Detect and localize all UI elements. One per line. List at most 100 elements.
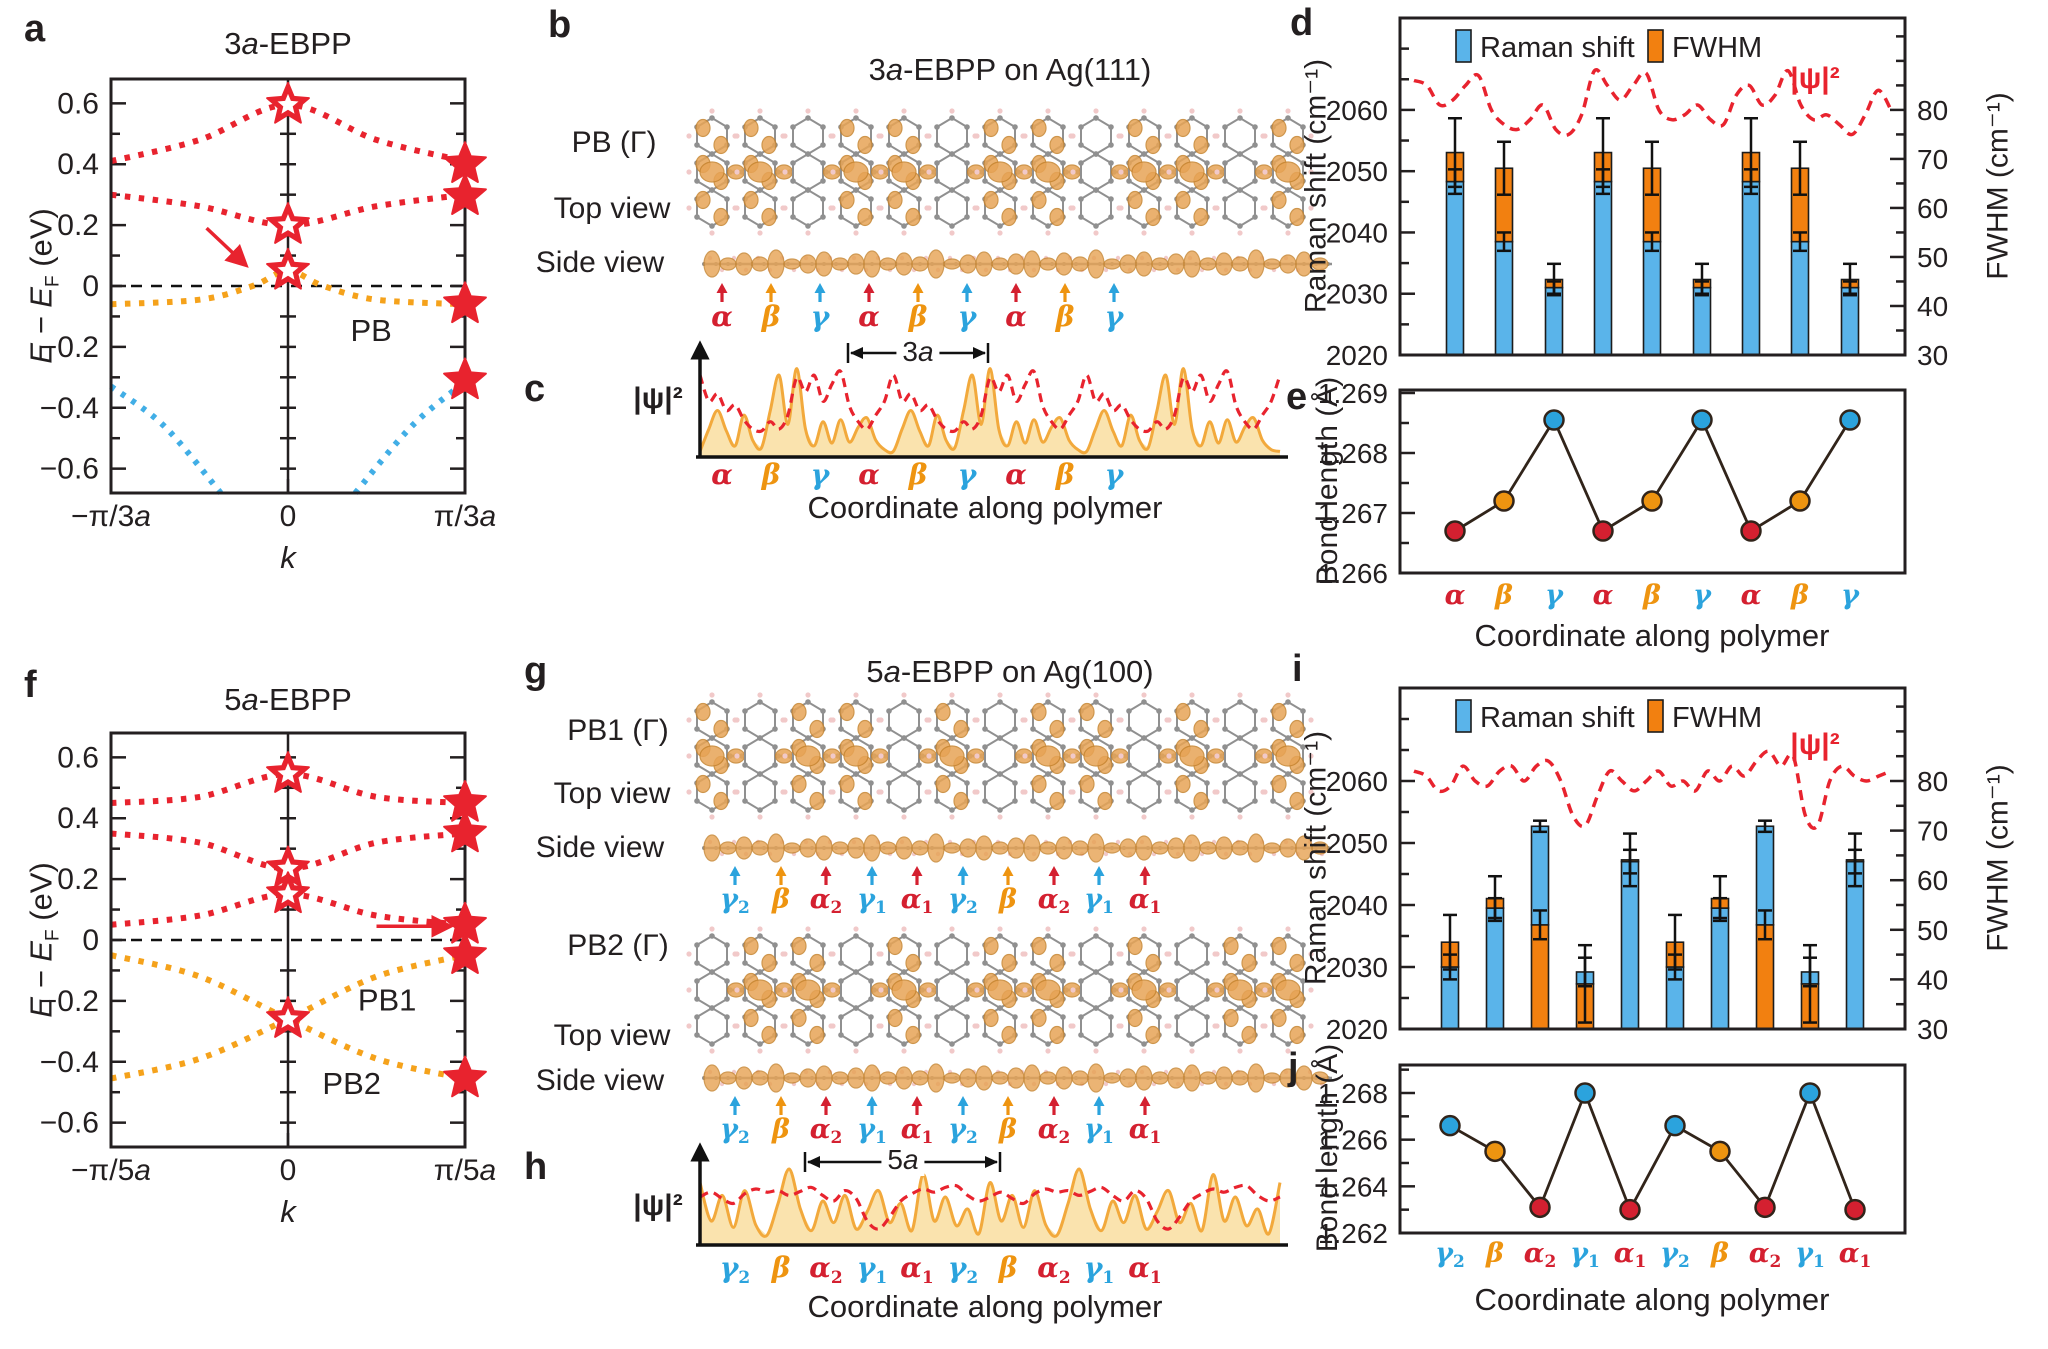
panel-f-band-structure: 0.6 0.4 0.2 0 −0.2 −0.4 −0.6 PB1 PB2 bbox=[40, 731, 487, 1149]
svg-text:β: β bbox=[998, 1114, 1017, 1145]
svg-text:β: β bbox=[998, 884, 1017, 915]
svg-text:γ: γ bbox=[1693, 580, 1712, 611]
svg-text:−0.2: −0.2 bbox=[40, 331, 99, 364]
svg-text:α: α bbox=[1005, 300, 1027, 333]
panel-h-psi-profile: γ2 β α2 γ1 α1 γ2 β α2 γ1 α1 bbox=[690, 1142, 1288, 1288]
panel-b-side-view-label: Side view bbox=[535, 246, 665, 279]
svg-text:1.266: 1.266 bbox=[1318, 1125, 1388, 1156]
svg-text:γ2: γ2 bbox=[948, 1114, 978, 1148]
svg-text:γ2: γ2 bbox=[948, 884, 978, 918]
panel-g-pb2-top-view-label: Top view bbox=[553, 1019, 671, 1052]
svg-text:0: 0 bbox=[82, 270, 99, 303]
panel-a-x-axis-label: k bbox=[280, 540, 296, 575]
svg-text:γ: γ bbox=[811, 458, 831, 491]
svg-text:γ1: γ1 bbox=[1795, 1238, 1825, 1272]
svg-text:−0.6: −0.6 bbox=[40, 453, 99, 486]
svg-text:50: 50 bbox=[1917, 915, 1948, 946]
panel-b-title: 3a-EBPP on Ag(111) bbox=[868, 52, 1152, 87]
svg-text:γ: γ bbox=[1841, 580, 1860, 611]
svg-text:β: β bbox=[1494, 580, 1513, 611]
panel-g-isosurface: γ2 β α2 γ1 α1 γ2 β α2 γ1 α1 γ2 β α2 γ1 α1 γ2 β α2 γ1 α1 bbox=[686, 692, 1332, 1148]
svg-text:2030: 2030 bbox=[1326, 279, 1388, 310]
svg-text:γ: γ bbox=[1545, 580, 1564, 611]
svg-text:γ: γ bbox=[958, 300, 978, 333]
svg-text:0.2: 0.2 bbox=[57, 209, 99, 242]
svg-text:α: α bbox=[1593, 580, 1614, 611]
svg-text:2050: 2050 bbox=[1326, 828, 1388, 859]
svg-text:1.264: 1.264 bbox=[1318, 1171, 1388, 1202]
panel-d-psi-label: |ψ|² bbox=[1790, 62, 1840, 95]
svg-text:α2: α2 bbox=[1524, 1238, 1557, 1272]
svg-text:2040: 2040 bbox=[1326, 890, 1388, 921]
svg-text:β: β bbox=[771, 1251, 791, 1284]
panel-label-i: i bbox=[1292, 648, 1303, 690]
svg-text:50: 50 bbox=[1917, 242, 1948, 273]
svg-text:α2: α2 bbox=[1037, 1251, 1070, 1288]
svg-text:γ2: γ2 bbox=[948, 1251, 978, 1288]
svg-text:β: β bbox=[908, 458, 928, 491]
svg-text:γ1: γ1 bbox=[857, 1251, 887, 1288]
svg-text:1.266: 1.266 bbox=[1318, 558, 1388, 589]
panel-i-legend-fwhm: FWHM bbox=[1672, 702, 1763, 734]
svg-text:β: β bbox=[1642, 580, 1661, 611]
panel-label-e: e bbox=[1286, 376, 1308, 418]
panel-label-d: d bbox=[1290, 2, 1314, 44]
panel-a-title: 3a-EBPP bbox=[224, 26, 352, 61]
svg-text:2030: 2030 bbox=[1326, 952, 1388, 983]
svg-text:α2: α2 bbox=[1749, 1238, 1782, 1272]
svg-text:β: β bbox=[771, 884, 790, 915]
svg-text:1.267: 1.267 bbox=[1318, 498, 1388, 529]
svg-text:2050: 2050 bbox=[1326, 156, 1388, 187]
svg-text:−0.2: −0.2 bbox=[40, 985, 99, 1018]
panel-d-left-axis-label: Raman shift (cm⁻¹) bbox=[1299, 58, 1333, 314]
panel-g-pb1-top-view-label: Top view bbox=[553, 777, 671, 810]
panel-f-xtick-left: −π/5a bbox=[71, 1154, 151, 1187]
svg-text:γ: γ bbox=[958, 458, 978, 491]
svg-text:α: α bbox=[711, 300, 733, 333]
panel-h-span-label: 5a bbox=[881, 1144, 925, 1176]
panel-a-band-structure: 0.6 0.4 0.2 0 −0.2 −0.4 −0.6 PB bbox=[40, 77, 487, 495]
panel-h-x-axis-label: Coordinate along polymer bbox=[807, 1289, 1163, 1324]
svg-text:β: β bbox=[998, 1251, 1018, 1284]
svg-text:γ2: γ2 bbox=[720, 1114, 750, 1148]
svg-text:70: 70 bbox=[1917, 144, 1948, 175]
svg-text:2060: 2060 bbox=[1326, 766, 1388, 797]
svg-text:α1: α1 bbox=[1839, 1238, 1872, 1272]
svg-text:γ1: γ1 bbox=[1084, 884, 1114, 918]
panel-f-xtick-right: π/5a bbox=[433, 1154, 497, 1187]
svg-text:γ: γ bbox=[811, 300, 831, 333]
panel-i-legend-raman: Raman shift bbox=[1480, 702, 1635, 734]
panel-f-x-axis-label: k bbox=[280, 1194, 296, 1229]
svg-text:PB: PB bbox=[351, 313, 392, 348]
svg-text:γ1: γ1 bbox=[857, 1114, 887, 1148]
panel-b-state-label: PB (Γ) bbox=[571, 126, 657, 159]
svg-text:30: 30 bbox=[1917, 340, 1948, 371]
svg-text:PB1: PB1 bbox=[358, 982, 417, 1017]
svg-text:α2: α2 bbox=[1038, 884, 1071, 918]
svg-text:α2: α2 bbox=[810, 1114, 843, 1148]
svg-text:0.6: 0.6 bbox=[57, 87, 99, 120]
svg-text:α1: α1 bbox=[901, 1114, 934, 1148]
panel-g-pb2-state-label: PB2 (Γ) bbox=[567, 929, 669, 962]
svg-text:1.268: 1.268 bbox=[1318, 438, 1388, 469]
svg-text:γ1: γ1 bbox=[1570, 1238, 1600, 1272]
svg-text:α: α bbox=[1741, 580, 1762, 611]
svg-text:β: β bbox=[908, 300, 928, 333]
panel-h-psi-label: |ψ|² bbox=[633, 1189, 683, 1222]
svg-text:γ2: γ2 bbox=[720, 884, 750, 918]
panel-j-x-axis-label: Coordinate along polymer bbox=[1474, 1282, 1830, 1317]
svg-text:α1: α1 bbox=[900, 1251, 933, 1288]
svg-text:α: α bbox=[1445, 580, 1466, 611]
svg-text:α1: α1 bbox=[1128, 1251, 1161, 1288]
panel-i-right-axis-label: FWHM (cm⁻¹) bbox=[1981, 764, 2015, 952]
svg-text:γ1: γ1 bbox=[857, 884, 887, 918]
svg-text:α1: α1 bbox=[901, 884, 934, 918]
svg-text:1.268: 1.268 bbox=[1318, 1078, 1388, 1109]
panel-g-pb2-side-view-label: Side view bbox=[535, 1064, 665, 1097]
panel-label-a: a bbox=[24, 8, 46, 50]
svg-text:α: α bbox=[858, 300, 880, 333]
panel-a-xtick-left: −π/3a bbox=[71, 500, 151, 533]
svg-text:0.4: 0.4 bbox=[57, 148, 99, 181]
